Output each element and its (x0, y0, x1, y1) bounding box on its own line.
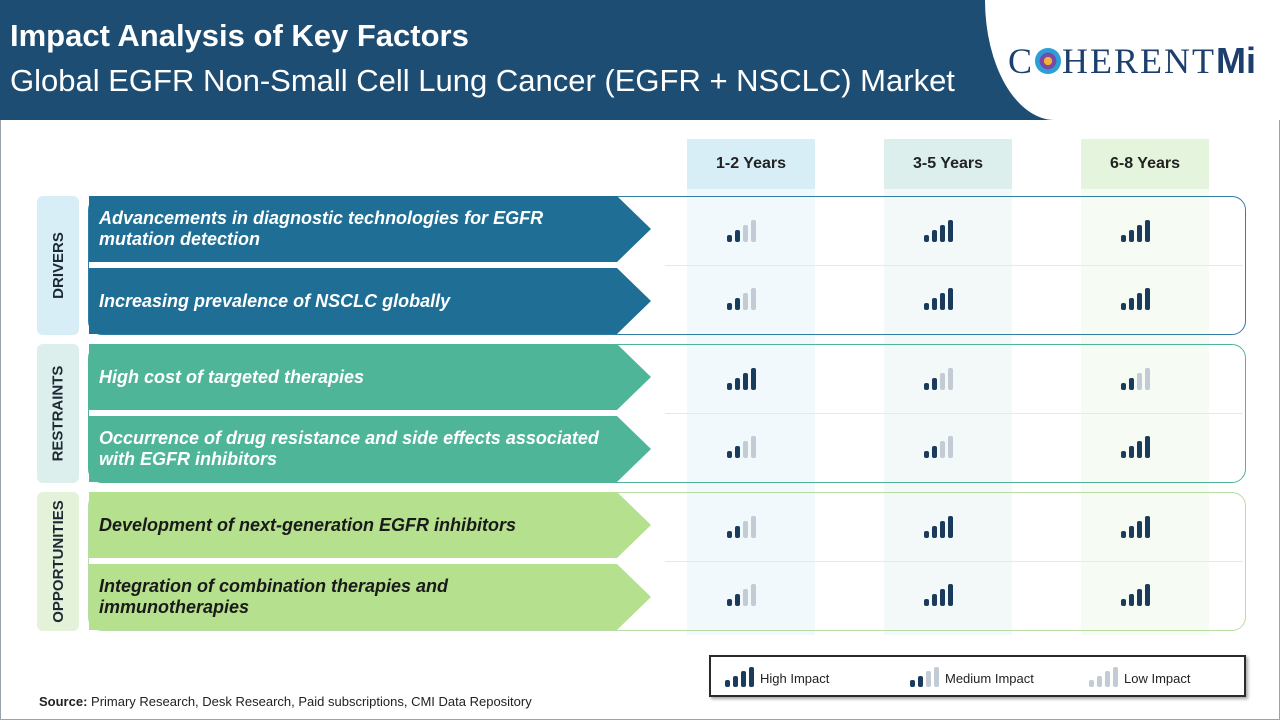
high-impact-icon (725, 667, 754, 687)
factor-text: High cost of targeted therapies (99, 366, 365, 387)
group-label-text: DRIVERS (49, 232, 67, 299)
high-impact-icon (1121, 516, 1150, 538)
column-bg-1-2-years (687, 189, 815, 635)
column-bg-3-5-years (884, 189, 1012, 635)
high-impact-icon (924, 220, 953, 242)
factor-text: Occurrence of drug resistance and side e… (99, 428, 599, 469)
factor-arrow: Advancements in diagnostic technologies … (89, 196, 651, 262)
header-banner: Impact Analysis of Key Factors Global EG… (0, 0, 1280, 120)
factor-text: Advancements in diagnostic technologies … (99, 208, 544, 249)
source-text: Primary Research, Desk Research, Paid su… (87, 694, 532, 709)
row-divider (665, 265, 1243, 266)
factor-arrow: Integration of combination therapies and… (89, 564, 651, 630)
medium-impact-icon (727, 220, 756, 242)
factor-arrow: Increasing prevalence of NSCLC globally (89, 268, 651, 334)
factor-arrow: Occurrence of drug resistance and side e… (89, 416, 651, 482)
column-header-3-5-years: 3-5 Years (884, 139, 1012, 189)
column-header-6-8-years: 6-8 Years (1081, 139, 1209, 189)
logo-text: HERENT (1062, 41, 1216, 81)
high-impact-icon (1121, 436, 1150, 458)
high-impact-icon (924, 584, 953, 606)
medium-impact-icon (910, 667, 939, 687)
logo-area (985, 0, 1280, 120)
logo-globe-icon (1035, 48, 1062, 74)
column-bg-6-8-years (1081, 189, 1209, 635)
restraints-group-box (88, 344, 1246, 483)
high-impact-icon (924, 516, 953, 538)
group-label-opportunities: OPPORTUNITIES (37, 492, 79, 631)
high-impact-icon (1121, 584, 1150, 606)
low-impact-icon (1089, 667, 1118, 687)
column-header-1-2-years: 1-2 Years (687, 139, 815, 189)
page-subtitle: Global EGFR Non-Small Cell Lung Cancer (… (10, 63, 955, 98)
high-impact-icon (1121, 220, 1150, 242)
high-impact-icon (727, 368, 756, 390)
group-label-drivers: DRIVERS (37, 196, 79, 335)
group-label-text: RESTRAINTS (49, 365, 67, 462)
factor-text: Increasing prevalence of NSCLC globally (99, 290, 451, 311)
medium-impact-icon (1121, 368, 1150, 390)
medium-impact-icon (727, 436, 756, 458)
legend-high: High Impact (725, 667, 829, 687)
medium-impact-icon (924, 436, 953, 458)
high-impact-icon (924, 288, 953, 310)
page-title: Impact Analysis of Key Factors (10, 18, 469, 53)
drivers-group-box (88, 196, 1246, 335)
legend-low-label: Low Impact (1124, 671, 1191, 686)
factor-text: Development of next-generation EGFR inhi… (99, 514, 517, 535)
group-label-text: OPPORTUNITIES (49, 500, 67, 623)
row-divider (665, 413, 1243, 414)
medium-impact-icon (727, 288, 756, 310)
logo-mi: Mi (1216, 40, 1256, 81)
row-divider (665, 561, 1243, 562)
legend-high-label: High Impact (760, 671, 830, 686)
legend-medium-label: Medium Impact (945, 671, 1034, 686)
group-label-restraints: RESTRAINTS (37, 344, 79, 483)
coherent-mi-logo: C HERENTMi (1008, 40, 1256, 82)
legend-low: Low Impact (1089, 667, 1190, 687)
impact-legend: High Impact Medium Impact Low Impact (709, 655, 1246, 697)
medium-impact-icon (924, 368, 953, 390)
high-impact-icon (1121, 288, 1150, 310)
logo-letter-c: C (1008, 41, 1035, 81)
legend-medium: Medium Impact (910, 667, 1034, 687)
source-note: Source: Primary Research, Desk Research,… (39, 694, 532, 709)
factor-text: Integration of combination therapies and… (99, 576, 449, 617)
opportunities-group-box (88, 492, 1246, 631)
source-label: Source: (39, 694, 88, 709)
factor-arrow: Development of next-generation EGFR inhi… (89, 492, 651, 558)
factor-arrow: High cost of targeted therapies (89, 344, 651, 410)
medium-impact-icon (727, 584, 756, 606)
medium-impact-icon (727, 516, 756, 538)
